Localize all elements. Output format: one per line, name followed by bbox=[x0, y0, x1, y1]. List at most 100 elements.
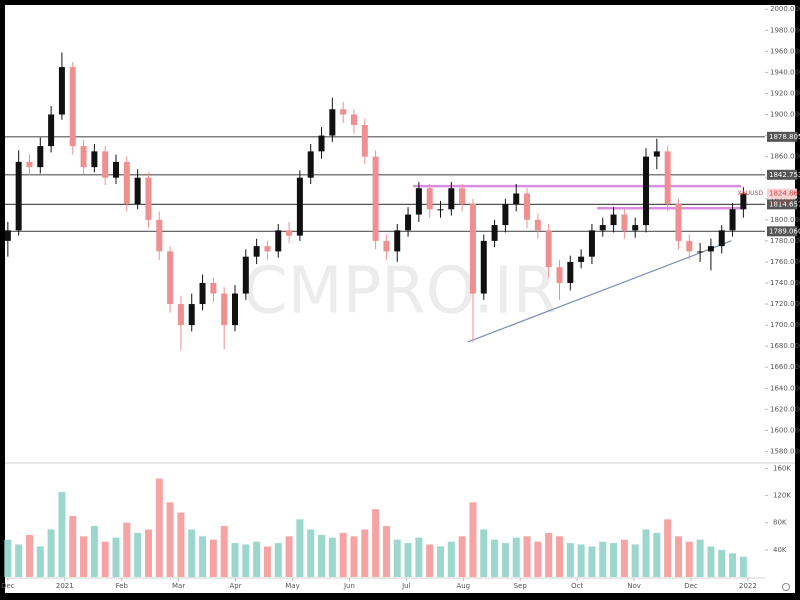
volume-bar bbox=[642, 529, 650, 577]
candle-body bbox=[296, 177, 303, 236]
candle-body bbox=[145, 177, 152, 220]
candle-body bbox=[48, 114, 55, 147]
change-label: -2.93% bbox=[769, 199, 791, 206]
volume-bar bbox=[318, 534, 326, 577]
x-tick-label: Oct bbox=[571, 582, 583, 590]
volume-bar bbox=[177, 512, 185, 577]
candle-body bbox=[718, 230, 725, 247]
volume-bar bbox=[534, 541, 542, 577]
candle-body bbox=[469, 204, 476, 294]
candle-body bbox=[69, 67, 76, 147]
candle-body bbox=[318, 135, 325, 152]
candle-body bbox=[729, 209, 736, 231]
candle-body bbox=[610, 214, 617, 226]
volume-bar bbox=[199, 536, 207, 577]
volume-bar bbox=[610, 543, 618, 577]
volume-bar bbox=[25, 534, 33, 577]
volume-bar bbox=[588, 546, 596, 577]
candle-body bbox=[675, 204, 682, 241]
candle-body bbox=[102, 151, 109, 178]
v-tick-label: 120K bbox=[773, 492, 791, 500]
x-tick-label: 2022 bbox=[739, 582, 757, 590]
volume-bar bbox=[577, 544, 585, 577]
y-tick-label: 1820.000 bbox=[770, 195, 800, 203]
level-label: 1814.657 bbox=[769, 200, 800, 208]
volume-bar bbox=[328, 537, 336, 577]
candle-body bbox=[37, 146, 44, 168]
y-tick-label: 1660.000 bbox=[770, 363, 800, 371]
candle-body bbox=[253, 246, 260, 257]
volume-bar bbox=[653, 532, 661, 577]
candle-body bbox=[653, 151, 660, 157]
level-label: 1789.060 bbox=[769, 227, 800, 235]
volume-bar bbox=[404, 543, 412, 577]
settings-icon[interactable] bbox=[782, 583, 790, 591]
volume-bar bbox=[242, 544, 250, 577]
candle-body bbox=[599, 225, 606, 231]
y-tick-label: 1800.000 bbox=[770, 216, 800, 224]
watermark: CMPRO.IR bbox=[243, 255, 557, 329]
candle-body bbox=[664, 151, 671, 205]
x-tick-label: Nov bbox=[627, 582, 641, 590]
x-tick-label: Mar bbox=[172, 582, 185, 590]
volume-bar bbox=[707, 546, 715, 577]
candle-body bbox=[275, 230, 282, 252]
volume-bar bbox=[220, 526, 228, 577]
candle-body bbox=[242, 256, 249, 294]
volume-bar bbox=[469, 502, 477, 577]
volume-bar bbox=[664, 519, 672, 577]
candle-body bbox=[632, 225, 639, 231]
volume-bar bbox=[674, 536, 682, 577]
volume-bar bbox=[339, 532, 347, 577]
volume-bar bbox=[361, 529, 369, 577]
volume-bar bbox=[555, 536, 563, 577]
volume-bar bbox=[512, 537, 520, 577]
y-tick-label: 1680.000 bbox=[770, 342, 800, 350]
volume-bar bbox=[696, 539, 704, 577]
x-tick-label: Aug bbox=[456, 582, 470, 590]
volume-bar bbox=[253, 541, 261, 577]
y-tick-label: 1900.000 bbox=[770, 111, 800, 119]
y-tick-label: 1860.000 bbox=[770, 153, 800, 161]
candle-body bbox=[643, 156, 650, 226]
candle-body bbox=[502, 204, 509, 226]
volume-bar bbox=[155, 478, 163, 577]
y-tick-label: 1760.000 bbox=[770, 258, 800, 266]
y-tick-label: 1780.000 bbox=[770, 237, 800, 245]
candle-body bbox=[264, 246, 271, 252]
symbol-label: XAUUSD bbox=[738, 190, 764, 197]
trend-line bbox=[467, 240, 732, 343]
y-tick-label: 1920.000 bbox=[770, 89, 800, 97]
volume-bar bbox=[480, 529, 488, 577]
volume-bar bbox=[350, 536, 358, 577]
candle-body bbox=[383, 240, 390, 252]
v-tick-label: 160K bbox=[773, 464, 791, 472]
x-tick-label: Dec bbox=[684, 582, 698, 590]
volume-bar bbox=[101, 541, 109, 577]
candle-body bbox=[707, 246, 714, 252]
candle-body bbox=[177, 304, 184, 326]
volume-bar bbox=[599, 541, 607, 577]
candle-body bbox=[556, 267, 563, 283]
candle-body bbox=[58, 67, 65, 115]
candle-body bbox=[134, 177, 141, 205]
candle-body bbox=[188, 304, 195, 326]
candle-body bbox=[361, 125, 368, 157]
volume-bar bbox=[631, 544, 639, 577]
volume-bar bbox=[231, 543, 239, 577]
candle-body bbox=[578, 256, 585, 262]
volume-bar bbox=[491, 539, 499, 577]
v-tick-label: 40K bbox=[773, 546, 787, 554]
candle-body bbox=[491, 225, 498, 241]
candle-body bbox=[210, 282, 217, 294]
candle-body bbox=[524, 193, 531, 220]
candle-body bbox=[199, 282, 206, 305]
volume-bar bbox=[447, 541, 455, 577]
volume-bar bbox=[80, 536, 88, 577]
volume-bar bbox=[426, 544, 434, 577]
candle-body bbox=[513, 193, 520, 205]
candle-body bbox=[448, 188, 455, 210]
chart-background bbox=[5, 5, 795, 593]
x-tick-label: Jul bbox=[401, 582, 411, 590]
